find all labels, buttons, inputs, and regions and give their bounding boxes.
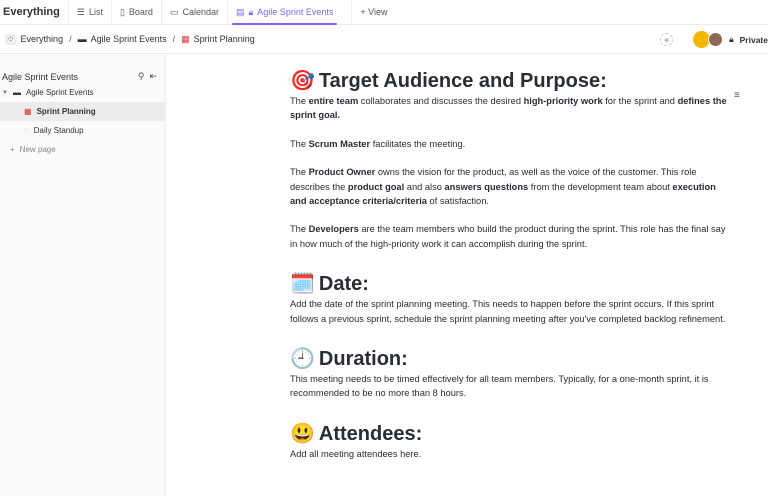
text-run: are the team members who build the produ… (290, 224, 726, 249)
tab-calendar[interactable]: ▭ Calendar (160, 0, 227, 25)
lock-icon: 🔒︎ (248, 6, 254, 17)
text-run: high-priority work (523, 96, 603, 106)
sidebar-title: Agile Sprint Events (2, 71, 79, 82)
board-icon: ▯ (119, 6, 125, 17)
monitor-icon: ▬ (12, 88, 21, 97)
avatar-bot[interactable] (693, 31, 711, 48)
grid-icon: ⁘ (5, 33, 17, 45)
clock-icon: ◌ (24, 126, 29, 135)
text-run: The (290, 167, 309, 178)
heading-text: Attendees: (318, 422, 423, 445)
tab-agile-sprint-events[interactable]: ▤ 🔒︎ Agile Sprint Events (226, 0, 341, 25)
paragraph: The Developers are the team members who … (290, 222, 730, 251)
text-run: Add all meeting attendees here. (290, 448, 422, 459)
caret-down-icon[interactable]: ▼ (2, 89, 8, 96)
paragraph: The entire team collaborates and discuss… (290, 94, 730, 123)
sidebar-item-sprint-planning[interactable]: ▦ Sprint Planning (0, 102, 165, 121)
text-run: product goal (347, 181, 405, 192)
view-bar: Everything ☰ List ▯ Board ▭ Calendar ▤ 🔒︎ Agi… (0, 0, 768, 25)
emoji-icon: 😃 (290, 422, 315, 445)
outline-icon[interactable]: ≡ (734, 90, 740, 101)
section-heading: 🕘 Duration: (290, 346, 730, 372)
workspace-title: Everything (3, 6, 60, 18)
sidebar-item-daily-standup[interactable]: ◌ Daily Standup (24, 126, 84, 135)
calendar-icon: ▦ (24, 107, 32, 116)
text-run: owns the vision for the product, as well… (290, 167, 697, 192)
monitor-icon: ▬ (77, 34, 87, 44)
section-heading: 🎯 Target Audience and Purpose: (290, 68, 730, 94)
heading-text: Duration: (318, 348, 408, 371)
section-heading: 😃 Attendees: (290, 421, 730, 447)
sidebar: Agile Sprint Events ⚲ ⇤ ▼ ▬ Agile Sprint Ev… (0, 55, 166, 496)
collapse-sidebar-icon[interactable]: ⇤ (149, 71, 157, 81)
breadcrumb-sprint-planning[interactable]: Sprint Planning (193, 34, 255, 44)
breadcrumb-everything[interactable]: Everything (20, 34, 64, 44)
sidebar-item-agile-sprint-events[interactable]: ▼ ▬ Agile Sprint Events (2, 88, 94, 97)
text-run: Product Owner (308, 167, 376, 178)
breadcrumb: ⁘ Everything / ▬ Agile Sprint Events / ▦ S… (0, 25, 768, 54)
text-run: defines the sprint goal. (290, 96, 727, 121)
lock-icon: 🔒︎ (729, 34, 734, 44)
paragraph: The Product Owner owns the vision for th… (290, 165, 730, 208)
text-run: and also (404, 181, 445, 192)
text-run: facilitates the meeting. (370, 138, 466, 149)
avatar-user[interactable] (708, 32, 724, 47)
text-run: Add the date of the sprint planning meet… (290, 299, 726, 324)
emoji-icon: 🎯 (290, 70, 315, 92)
paragraph: The Scrum Master facilitates the meeting… (290, 137, 730, 151)
text-run: Scrum Master (308, 138, 371, 149)
text-run: The (290, 96, 309, 106)
new-page-button[interactable]: + New page (10, 145, 56, 154)
text-run: from the development team about (528, 181, 673, 192)
paragraph: This meeting needs to be timed effective… (290, 372, 730, 401)
text-run: for the sprint and (602, 96, 678, 106)
heading-text: Target Audience and Purpose: (318, 70, 607, 92)
header-actions: ◈ 🔒︎ Private (660, 31, 768, 48)
text-run: collaborates and discusses the desired (358, 96, 524, 106)
document-body: 🎯 Target Audience and Purpose: The entire … (290, 68, 730, 461)
breadcrumb-agile-sprint-events[interactable]: Agile Sprint Events (90, 34, 167, 44)
emoji-icon: 🗓️ (290, 273, 315, 296)
doc-icon: ▤ (235, 6, 245, 17)
search-icon[interactable]: ⚲ (137, 71, 145, 81)
paragraph: Add all meeting attendees here. (290, 447, 730, 461)
calendar-icon: ▭ (169, 6, 179, 17)
tab-list[interactable]: ☰ List (67, 0, 111, 25)
text-run: answers questions (444, 181, 529, 192)
text-run: The (290, 224, 309, 235)
section-heading: 🗓️ Date: (290, 271, 730, 297)
calendar-icon: ▦ (181, 33, 190, 44)
tag-icon[interactable]: ◈ (660, 33, 674, 46)
text-run: execution and acceptance criteria/criter… (290, 181, 716, 207)
text-run: This meeting needs to be timed effective… (290, 374, 709, 399)
emoji-icon: 🕘 (290, 348, 315, 371)
plus-icon: + (10, 145, 15, 154)
list-icon: ☰ (76, 6, 85, 17)
text-run: of satisfaction. (426, 196, 489, 207)
text-run: Developers (308, 224, 359, 235)
heading-text: Date: (318, 273, 369, 296)
add-view-button[interactable]: + View (351, 0, 395, 25)
tab-board[interactable]: ▯ Board (110, 0, 161, 25)
privacy-button[interactable]: Private (739, 34, 768, 45)
text-run: entire team (308, 96, 359, 106)
text-run: The (290, 138, 309, 149)
paragraph: Add the date of the sprint planning meet… (290, 297, 730, 326)
